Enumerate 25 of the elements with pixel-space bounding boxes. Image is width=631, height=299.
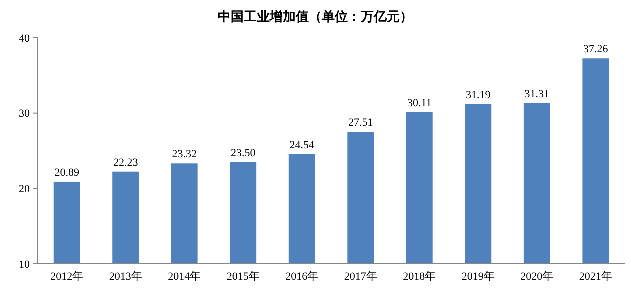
x-tick-label: 2019年 — [462, 271, 495, 283]
x-tick-label: 2020年 — [520, 271, 554, 283]
data-label: 37.26 — [584, 44, 609, 56]
x-tick-label: 2017年 — [344, 271, 378, 283]
y-tick-label: 10 — [19, 258, 30, 271]
data-label: 27.51 — [348, 117, 374, 130]
data-label: 31.31 — [524, 88, 550, 100]
x-tick-label: 2021年 — [579, 271, 612, 283]
x-tick-label: 2012年 — [50, 271, 84, 283]
chart-title: 中国工业增加值（单位：万亿元） — [218, 9, 413, 24]
x-tick-label: 2013年 — [109, 271, 142, 283]
data-label: 22.23 — [113, 156, 139, 169]
data-label: 23.50 — [230, 147, 256, 160]
y-tick-label: 20 — [19, 184, 30, 196]
x-tick-label: 2016年 — [286, 271, 319, 283]
data-label: 24.54 — [290, 139, 315, 152]
data-label: 30.11 — [407, 98, 432, 110]
x-tick-label: 2018年 — [403, 271, 436, 283]
y-tick-label: 30 — [19, 108, 30, 120]
x-tick-label: 2015年 — [226, 271, 260, 283]
data-label: 31.19 — [466, 89, 492, 102]
y-tick-label: 40 — [19, 32, 30, 45]
data-label: 23.32 — [172, 148, 197, 161]
x-tick-label: 2014年 — [168, 271, 202, 283]
data-label: 20.89 — [54, 166, 80, 179]
